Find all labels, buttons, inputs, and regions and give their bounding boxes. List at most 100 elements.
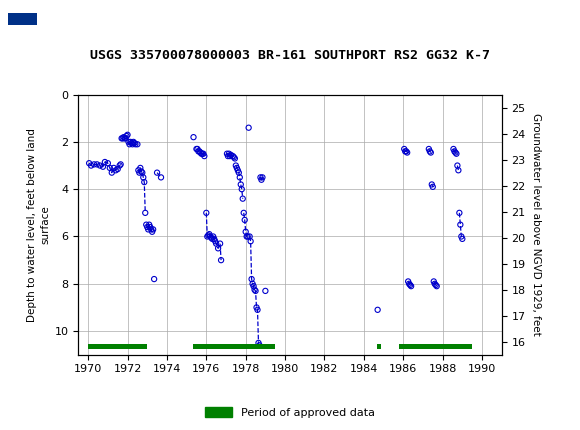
Point	[123, 131, 132, 138]
Point	[250, 286, 259, 293]
Point	[425, 148, 434, 155]
Point	[100, 159, 110, 166]
Point	[451, 149, 460, 156]
Point	[431, 282, 440, 289]
Point	[230, 155, 240, 162]
Point	[153, 169, 162, 176]
Point	[122, 132, 131, 139]
Point	[129, 138, 138, 145]
Point	[226, 151, 235, 158]
Point	[249, 283, 258, 290]
Point	[403, 149, 412, 156]
Point	[135, 169, 144, 176]
Point	[236, 181, 245, 188]
Point	[205, 233, 215, 240]
Point	[144, 221, 154, 228]
FancyBboxPatch shape	[8, 13, 37, 19]
Point	[116, 161, 125, 168]
Point	[246, 238, 255, 245]
Point	[147, 226, 156, 233]
Point	[258, 174, 267, 181]
Point	[373, 306, 382, 313]
Point	[134, 167, 143, 174]
Point	[130, 140, 139, 147]
Point	[140, 209, 150, 216]
Point	[124, 138, 133, 145]
Point	[133, 141, 142, 148]
Point	[142, 221, 151, 228]
Point	[148, 226, 158, 233]
Point	[103, 160, 113, 166]
Point	[213, 245, 223, 252]
Point	[229, 153, 238, 160]
Point	[115, 162, 124, 169]
Point	[119, 134, 128, 141]
Point	[450, 148, 459, 155]
Legend: Period of approved data: Period of approved data	[200, 403, 380, 422]
Point	[248, 280, 257, 287]
Point	[401, 148, 410, 155]
Point	[238, 195, 248, 202]
Point	[195, 148, 204, 155]
Point	[239, 209, 248, 216]
Point	[251, 288, 260, 295]
Point	[256, 174, 265, 181]
Text: USGS 335700078000003 BR-161 SOUTHPORT RS2 GG32 K-7: USGS 335700078000003 BR-161 SOUTHPORT RS…	[90, 49, 490, 62]
Point	[109, 164, 118, 171]
Point	[215, 240, 224, 247]
Point	[204, 232, 213, 239]
Point	[117, 135, 126, 142]
Point	[452, 150, 461, 157]
Point	[121, 135, 130, 142]
Point	[454, 167, 463, 174]
Point	[244, 124, 253, 131]
Point	[427, 181, 436, 188]
Point	[224, 150, 234, 157]
Point	[456, 233, 466, 240]
Point	[118, 135, 127, 142]
Point	[240, 217, 249, 224]
Bar	[88, 344, 147, 349]
Point	[211, 238, 220, 245]
Point	[130, 141, 140, 148]
Point	[206, 234, 216, 241]
Point	[429, 278, 438, 285]
Point	[232, 164, 241, 171]
Point	[222, 150, 231, 157]
Y-axis label: Groundwater level above NGVD 1929, feet: Groundwater level above NGVD 1929, feet	[531, 113, 541, 336]
Point	[111, 167, 121, 174]
Point	[127, 140, 136, 147]
Point	[254, 340, 263, 347]
Point	[404, 278, 413, 285]
Point	[216, 257, 226, 264]
Point	[128, 141, 137, 148]
Point	[257, 176, 266, 183]
Point	[199, 150, 208, 157]
Point	[125, 141, 134, 148]
Point	[235, 174, 244, 181]
Point	[400, 145, 409, 152]
Point	[147, 228, 157, 235]
Point	[212, 240, 221, 247]
FancyBboxPatch shape	[7, 6, 39, 35]
Point	[405, 282, 415, 289]
Point	[231, 162, 241, 169]
Point	[136, 164, 145, 171]
Point	[261, 288, 270, 295]
Point	[89, 161, 99, 168]
Text: USGS: USGS	[46, 12, 102, 29]
Point	[107, 169, 117, 176]
Point	[233, 167, 242, 174]
Point	[245, 233, 254, 240]
Point	[202, 209, 211, 216]
Point	[85, 160, 94, 166]
Point	[401, 148, 411, 155]
Bar	[193, 344, 276, 349]
Point	[407, 283, 416, 290]
Point	[458, 235, 467, 242]
Point	[189, 134, 198, 141]
Point	[225, 153, 234, 160]
Bar	[376, 344, 380, 349]
Point	[140, 178, 149, 185]
Point	[105, 164, 114, 171]
